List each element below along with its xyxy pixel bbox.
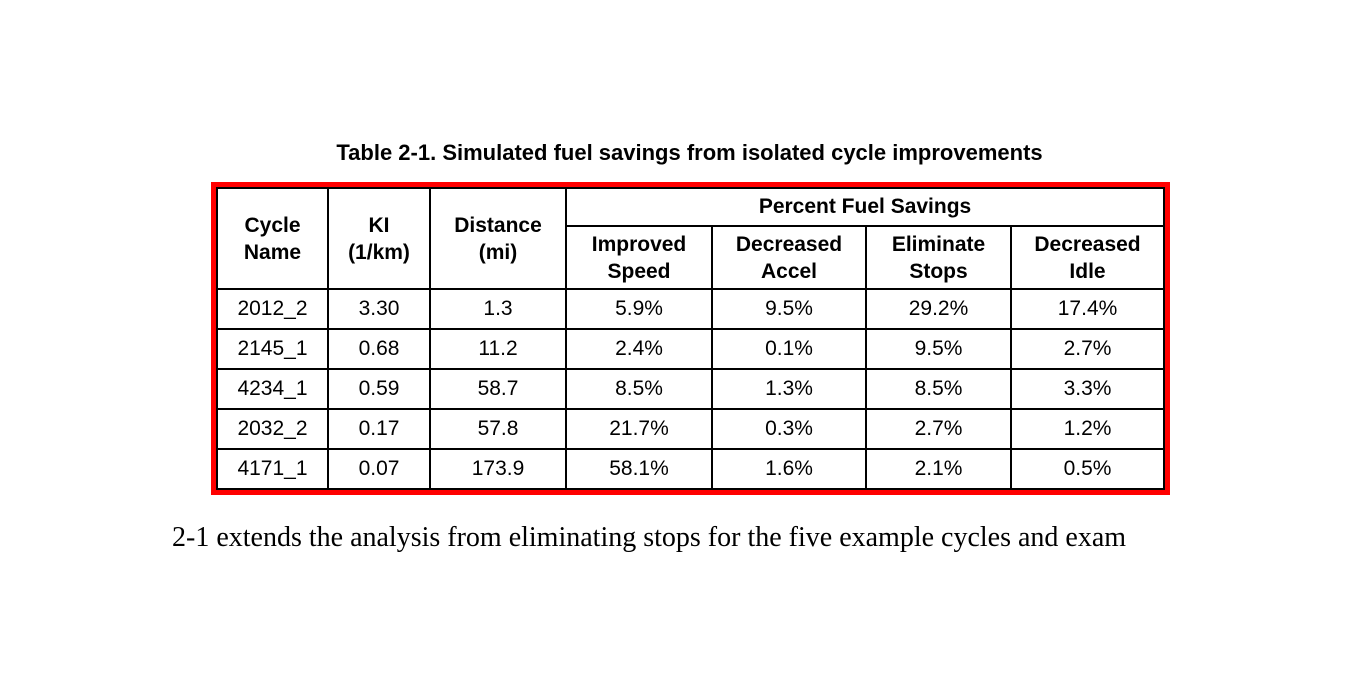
cell-decreased-idle: 17.4% xyxy=(1009,288,1166,330)
cell-decreased-accel: 0.1% xyxy=(711,328,867,370)
table-row: 2032_2 0.17 57.8 21.7% 0.3% 2.7% 1.2% xyxy=(216,408,1166,450)
cell-improved-speed: 21.7% xyxy=(565,408,713,450)
cell-decreased-accel: 1.3% xyxy=(711,368,867,410)
cell-eliminate-stops: 2.1% xyxy=(865,448,1012,490)
col-header-ki: KI (1/km) xyxy=(327,187,431,290)
col-header-percent-fuel-savings: Percent Fuel Savings xyxy=(564,187,1166,227)
cell-ki: 0.17 xyxy=(327,408,431,450)
cell-distance: 173.9 xyxy=(429,448,567,490)
body-text-fragment: 2-1 extends the analysis from eliminatin… xyxy=(172,522,1127,553)
col-header-distance: Distance (mi) xyxy=(429,187,567,290)
table-row: 2145_1 0.68 11.2 2.4% 0.1% 9.5% 2.7% xyxy=(216,328,1166,370)
cell-eliminate-stops: 9.5% xyxy=(865,328,1012,370)
cell-eliminate-stops: 2.7% xyxy=(865,408,1012,450)
table-row: 2012_2 3.30 1.3 5.9% 9.5% 29.2% 17.4% xyxy=(216,288,1166,330)
fuel-savings-table-frame: Cycle Name KI (1/km) Distance (mi) Perce… xyxy=(211,182,1171,495)
cell-ki: 0.59 xyxy=(327,368,431,410)
col-header-decreased-accel: Decreased Accel xyxy=(711,225,867,290)
cell-cycle-name: 4234_1 xyxy=(216,368,329,410)
fuel-savings-table: Cycle Name KI (1/km) Distance (mi) Perce… xyxy=(216,187,1166,490)
cell-cycle-name: 2032_2 xyxy=(216,408,329,450)
col-header-decreased-idle: Decreased Idle xyxy=(1009,225,1166,290)
col-header-improved-speed: Improved Speed xyxy=(565,225,713,290)
cell-distance: 11.2 xyxy=(429,328,567,370)
cell-cycle-name: 4171_1 xyxy=(216,448,329,490)
table-row: 4234_1 0.59 58.7 8.5% 1.3% 8.5% 3.3% xyxy=(216,368,1166,410)
cell-decreased-accel: 0.3% xyxy=(711,408,867,450)
cell-decreased-idle: 1.2% xyxy=(1009,408,1166,450)
cell-improved-speed: 5.9% xyxy=(565,288,713,330)
col-header-cycle-name: Cycle Name xyxy=(216,187,329,290)
cell-ki: 0.07 xyxy=(327,448,431,490)
header-row-group: Cycle Name KI (1/km) Distance (mi) Perce… xyxy=(216,187,1166,290)
cell-ki: 3.30 xyxy=(327,288,431,330)
header-row-sub: Improved Speed Decreased Accel Eliminate… xyxy=(217,225,1166,290)
col-header-eliminate-stops: Eliminate Stops xyxy=(865,225,1012,290)
cell-decreased-idle: 2.7% xyxy=(1009,328,1166,370)
cell-decreased-idle: 3.3% xyxy=(1009,368,1166,410)
cell-cycle-name: 2145_1 xyxy=(216,328,329,370)
cell-cycle-name: 2012_2 xyxy=(216,288,329,330)
cell-decreased-accel: 9.5% xyxy=(711,288,867,330)
cell-decreased-idle: 0.5% xyxy=(1009,448,1166,490)
cell-eliminate-stops: 8.5% xyxy=(865,368,1012,410)
cell-distance: 1.3 xyxy=(429,288,567,330)
cell-ki: 0.68 xyxy=(327,328,431,370)
cell-decreased-accel: 1.6% xyxy=(711,448,867,490)
cell-distance: 58.7 xyxy=(429,368,567,410)
table-row: 4171_1 0.07 173.9 58.1% 1.6% 2.1% 0.5% xyxy=(216,448,1166,490)
cell-distance: 57.8 xyxy=(429,408,567,450)
table-caption: Table 2-1. Simulated fuel savings from i… xyxy=(336,140,1043,165)
cell-improved-speed: 2.4% xyxy=(565,328,713,370)
cell-improved-speed: 58.1% xyxy=(565,448,713,490)
cell-eliminate-stops: 29.2% xyxy=(865,288,1012,330)
cell-improved-speed: 8.5% xyxy=(565,368,713,410)
